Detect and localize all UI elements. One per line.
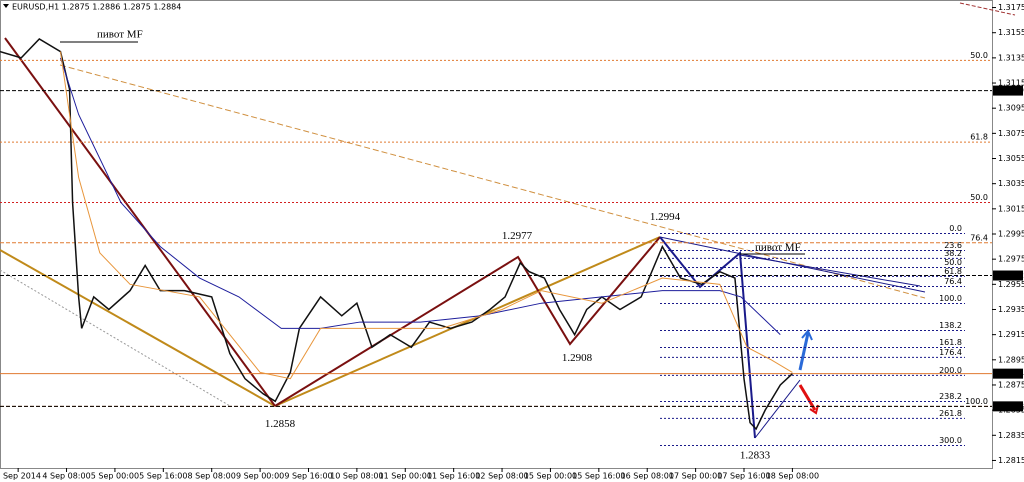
x-tick-label: 11 Sep 00:00 bbox=[379, 472, 432, 481]
level-label: 76.4 bbox=[970, 233, 988, 242]
price-box bbox=[993, 401, 1023, 412]
fib-label: 138.2 bbox=[939, 321, 962, 330]
level-label: 100.0 bbox=[965, 397, 988, 406]
y-tick-label: 1.2875 bbox=[998, 380, 1024, 389]
level-label: 50.0 bbox=[970, 51, 988, 60]
y-tick-label: 1.2895 bbox=[998, 355, 1024, 364]
fib-label: 0.0 bbox=[949, 224, 962, 233]
price-line-series bbox=[59, 51, 793, 380]
x-tick-label: 8 Sep 08:00 bbox=[188, 472, 236, 481]
swing-label: 1.2977 bbox=[502, 230, 533, 242]
pivot-label: пивот MF bbox=[97, 29, 143, 41]
price-box-label: 1.2884 bbox=[996, 369, 1024, 378]
swing-label: 1.2858 bbox=[265, 418, 296, 430]
y-tick-label: 1.3095 bbox=[998, 104, 1024, 113]
x-tick-label: 17 Sep 00:00 bbox=[669, 472, 722, 481]
y-tick-label: 1.3135 bbox=[998, 53, 1024, 62]
fib-label: 23.6 bbox=[944, 241, 962, 250]
y-tick-label: 1.3175 bbox=[998, 3, 1024, 12]
y-tick-label: 1.2995 bbox=[998, 230, 1024, 239]
chart-title: EURUSD,H1 1.2875 1.2886 1.2875 1.2884 bbox=[12, 3, 181, 12]
level-label: 61.8 bbox=[970, 133, 988, 142]
x-tick-label: 10 Sep 08:00 bbox=[330, 472, 383, 481]
y-tick-label: 1.2955 bbox=[998, 280, 1024, 289]
fib-label: 176.4 bbox=[939, 348, 962, 357]
fib-label: 38.2 bbox=[944, 249, 962, 258]
fib-label: 61.8 bbox=[944, 267, 962, 276]
x-tick-label: 9 Sep 16:00 bbox=[284, 472, 332, 481]
fib-label: 50.0 bbox=[944, 258, 962, 267]
pivot-label: пивот MF bbox=[755, 242, 801, 254]
fib-label: 76.4 bbox=[944, 277, 962, 286]
price-line-series bbox=[60, 57, 781, 336]
y-tick-label: 1.2915 bbox=[998, 330, 1024, 339]
x-tick-label: 11 Sep 16:00 bbox=[427, 472, 480, 481]
y-tick-label: 1.3155 bbox=[998, 28, 1024, 37]
y-tick-label: 1.3115 bbox=[998, 79, 1024, 88]
price-box bbox=[993, 368, 1023, 379]
x-tick-label: 3 Sep 2014 bbox=[0, 472, 41, 481]
fib-label: 161.8 bbox=[939, 338, 962, 347]
swing-label: 1.2908 bbox=[562, 352, 593, 364]
x-tick-label: 5 Sep 16:00 bbox=[139, 472, 187, 481]
x-tick-label: 9 Sep 00:00 bbox=[236, 472, 284, 481]
y-tick-label: 1.3075 bbox=[998, 129, 1024, 138]
plot-frame bbox=[0, 0, 993, 469]
y-tick-label: 1.2815 bbox=[998, 456, 1024, 465]
x-tick-label: 18 Sep 08:00 bbox=[766, 472, 819, 481]
y-tick-label: 1.2835 bbox=[998, 431, 1024, 440]
y-tick-label: 1.3055 bbox=[998, 154, 1024, 163]
price-box-label: 1.2962 bbox=[996, 271, 1024, 280]
level-label: 50.0 bbox=[970, 193, 988, 202]
swing-label: 1.2833 bbox=[740, 449, 771, 461]
fib-label: 200.0 bbox=[939, 366, 962, 375]
swing-label: 1.2994 bbox=[650, 211, 681, 223]
fib-label: 238.2 bbox=[939, 392, 962, 401]
y-tick-label: 1.2935 bbox=[998, 305, 1024, 314]
price-box-label: 1.3109 bbox=[996, 86, 1024, 95]
fib-label: 261.8 bbox=[939, 409, 962, 418]
x-tick-label: 12 Sep 08:00 bbox=[475, 472, 528, 481]
x-tick-label: 16 Sep 08:00 bbox=[621, 472, 674, 481]
x-tick-label: 15 Sep 00:00 bbox=[524, 472, 577, 481]
x-tick-label: 5 Sep 00:00 bbox=[91, 472, 139, 481]
x-tick-label: 15 Sep 16:00 bbox=[572, 472, 625, 481]
price-box bbox=[993, 85, 1023, 96]
fib-label: 100.0 bbox=[939, 294, 962, 303]
fib-label: 300.0 bbox=[939, 436, 962, 445]
x-tick-label: 17 Sep 16:00 bbox=[717, 472, 770, 481]
price-box bbox=[993, 270, 1023, 281]
y-tick-label: 1.3015 bbox=[998, 204, 1024, 213]
y-tick-label: 1.3035 bbox=[998, 179, 1024, 188]
y-tick-label: 1.2975 bbox=[998, 255, 1024, 264]
x-tick-label: 4 Sep 08:00 bbox=[42, 472, 90, 481]
price-box-label: 1.2858 bbox=[996, 402, 1024, 411]
